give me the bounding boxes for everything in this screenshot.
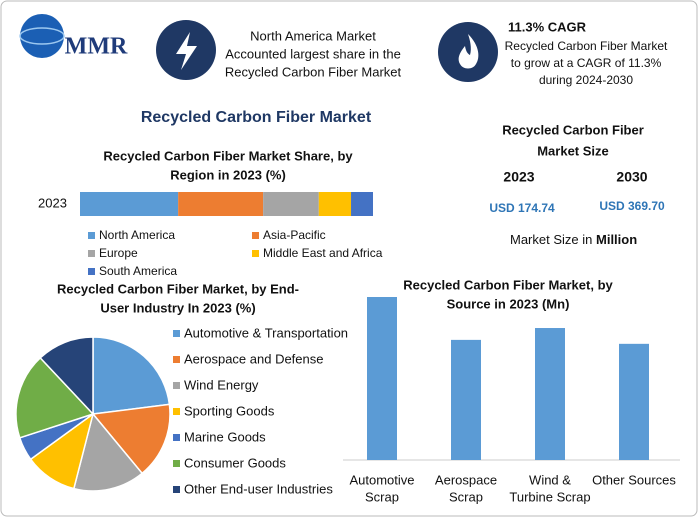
size-year: 2030 (616, 169, 647, 185)
highlight-text: Recycled Carbon Fiber Market (505, 39, 668, 53)
legend-swatch (252, 232, 259, 239)
x-tick-label: Other Sources (592, 472, 676, 487)
legend-label: Other End-user Industries (184, 481, 333, 496)
bar (367, 297, 397, 460)
legend-label: Sporting Goods (184, 403, 275, 418)
icon-flame (458, 34, 479, 69)
pie-slice (39, 336, 94, 416)
size-value: USD 174.74 (489, 201, 555, 215)
chart-title: Source in 2023 (Mn) (447, 296, 570, 311)
pie-slice (72, 412, 144, 492)
logo-text: MMR (65, 34, 128, 60)
size-value: USD 369.70 (599, 199, 665, 213)
size-note: Market Size in Million (510, 232, 637, 247)
legend-swatch (252, 250, 259, 257)
legend-swatch (173, 382, 180, 389)
main-title: Recycled Carbon Fiber Market (141, 109, 372, 126)
bar-segment (80, 192, 179, 216)
highlight-title: 11.3% CAGR (508, 19, 587, 34)
legend-label: South America (99, 264, 177, 278)
chart-title: Recycled Carbon Fiber Market, by End- (57, 281, 299, 296)
legend-swatch (173, 408, 180, 415)
category-label: 2023 (38, 195, 67, 210)
highlight-text: North America Market (250, 28, 376, 43)
legend-label: Europe (99, 246, 138, 260)
legend-label: Consumer Goods (184, 455, 286, 470)
bar (619, 343, 649, 460)
legend-swatch (88, 232, 95, 239)
chart-title: Recycled Carbon Fiber Market Share, by (103, 148, 353, 163)
legend-swatch (88, 268, 95, 275)
size-note-text: Market Size in (510, 232, 592, 247)
bar-segment (178, 192, 264, 216)
legend-label: Aerospace and Defense (184, 351, 323, 366)
pie-slice (92, 336, 171, 415)
legend-swatch (173, 460, 180, 467)
x-tick-label: Scrap (365, 489, 399, 504)
legend-swatch (173, 330, 180, 337)
legend-label: Marine Goods (184, 429, 266, 444)
legend-swatch (173, 486, 180, 493)
legend-swatch (173, 434, 180, 441)
chart-title: Recycled Carbon Fiber Market, by (403, 277, 613, 292)
bar-segment (351, 192, 373, 216)
bar (451, 339, 481, 460)
highlight-text: Accounted largest share in the (225, 46, 401, 61)
bar-segment (263, 192, 319, 216)
x-tick-label: Automotive (349, 472, 414, 487)
x-tick-label: Wind & (529, 472, 571, 487)
bar-segment (318, 192, 352, 216)
x-tick-label: Turbine Scrap (509, 489, 590, 504)
legend-swatch (173, 356, 180, 363)
highlight-text: Recycled Carbon Fiber Market (225, 64, 402, 79)
bar (535, 328, 565, 460)
pie-slice (15, 356, 95, 439)
pie-slice (91, 403, 171, 475)
legend-label: North America (99, 228, 175, 242)
legend-label: Middle East and Africa (263, 246, 383, 260)
size-title: Recycled Carbon Fiber (502, 122, 644, 137)
legend-label: Automotive & Transportation (184, 325, 348, 340)
chart-title: User Industry In 2023 (%) (100, 300, 255, 315)
icon-bolt (176, 32, 197, 70)
icon-circle (438, 22, 498, 82)
x-tick-label: Scrap (449, 489, 483, 504)
legend-label: Asia-Pacific (263, 228, 326, 242)
size-year: 2023 (503, 169, 534, 185)
highlight-text: to grow at a CAGR of 11.3% (511, 56, 662, 70)
legend-label: Wind Energy (184, 377, 259, 392)
logo-orbit (19, 27, 65, 45)
size-title: Market Size (537, 143, 609, 158)
x-tick-label: Aerospace (435, 472, 497, 487)
highlight-text: during 2024-2030 (539, 73, 633, 87)
legend-swatch (88, 250, 95, 257)
size-unit: Million (596, 232, 637, 247)
chart-title: Region in 2023 (%) (170, 167, 286, 182)
logo-globe (20, 14, 64, 58)
